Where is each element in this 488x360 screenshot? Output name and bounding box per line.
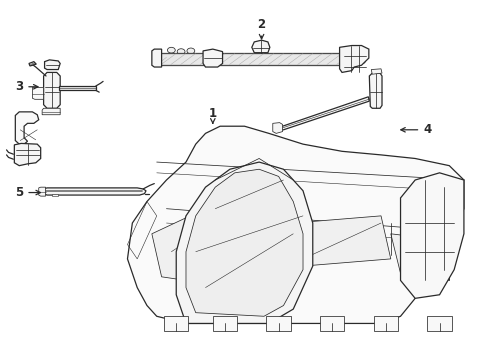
Text: 5: 5 [15,186,41,199]
Polygon shape [154,53,356,65]
Polygon shape [127,126,463,323]
Text: 4: 4 [400,123,430,136]
Polygon shape [42,108,60,115]
Polygon shape [215,202,293,259]
Polygon shape [39,187,45,196]
Polygon shape [373,316,397,330]
Text: 1: 1 [208,107,216,123]
Polygon shape [251,40,269,53]
Polygon shape [203,49,222,67]
Polygon shape [52,194,58,197]
Polygon shape [43,188,146,195]
Polygon shape [400,173,463,298]
Polygon shape [59,86,96,90]
Polygon shape [339,45,368,72]
Polygon shape [277,97,368,131]
Polygon shape [32,87,43,99]
Circle shape [167,47,175,53]
Polygon shape [272,123,282,134]
Text: 3: 3 [15,80,38,93]
Polygon shape [320,316,344,330]
Circle shape [177,49,184,54]
Polygon shape [390,234,448,280]
Polygon shape [176,162,312,323]
Polygon shape [29,62,36,66]
Polygon shape [44,60,60,69]
Polygon shape [212,316,237,330]
Polygon shape [370,69,381,74]
Polygon shape [293,216,390,266]
Polygon shape [427,316,451,330]
Polygon shape [152,209,215,280]
Polygon shape [163,316,188,330]
Polygon shape [185,169,303,316]
Polygon shape [43,72,60,108]
Polygon shape [368,73,381,108]
Circle shape [186,48,194,54]
Polygon shape [266,316,290,330]
Polygon shape [152,49,161,67]
Text: 2: 2 [257,18,265,39]
Polygon shape [15,112,39,144]
Polygon shape [14,143,41,166]
